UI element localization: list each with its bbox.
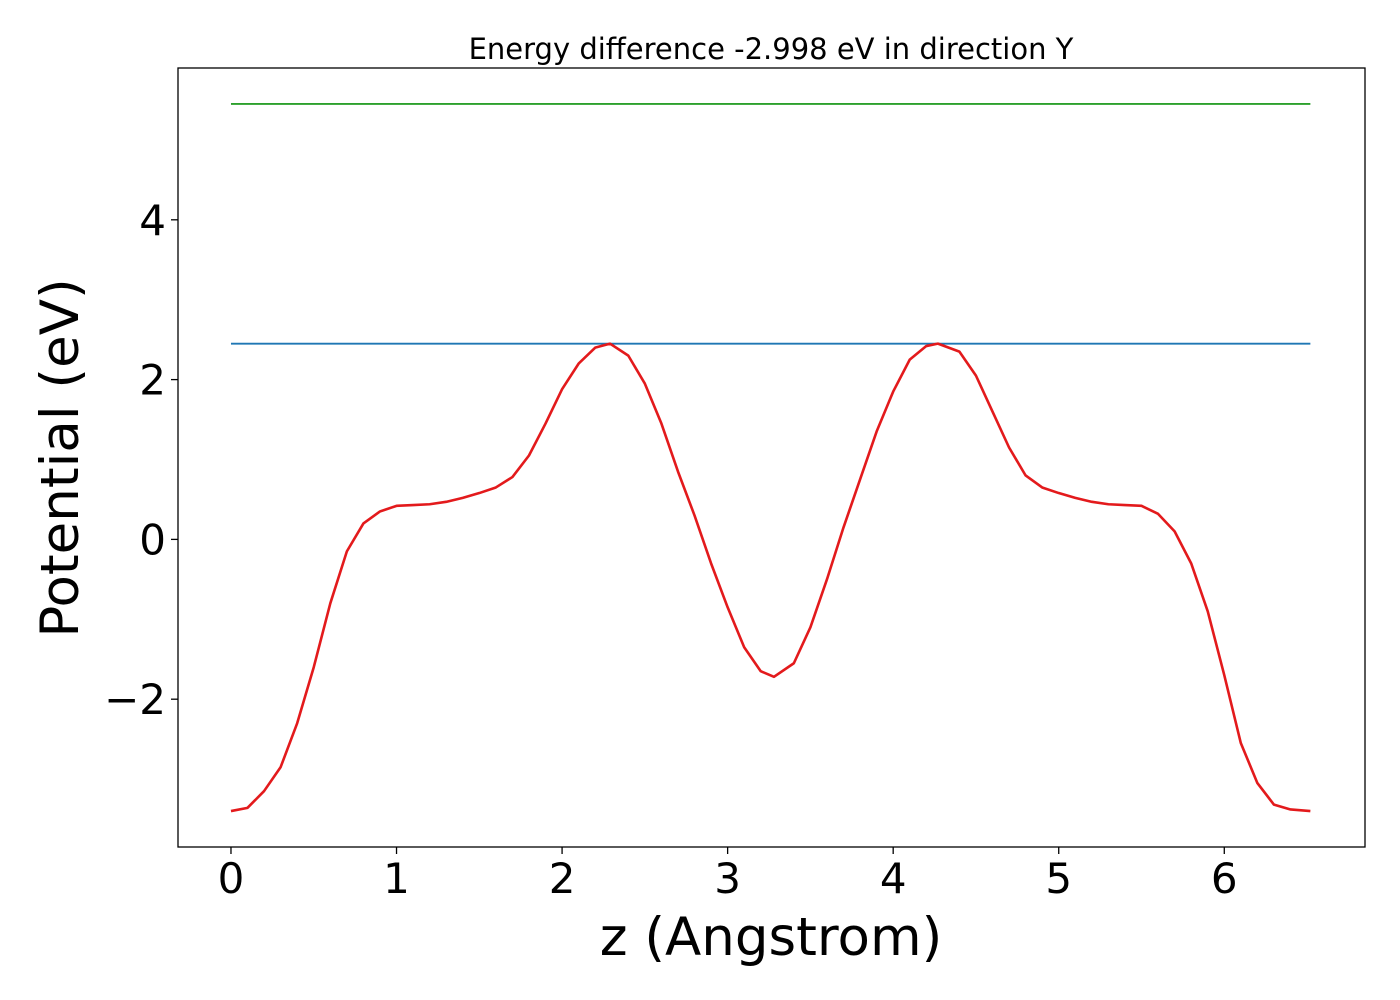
x-tick-label: 5 bbox=[1045, 854, 1072, 903]
x-tick-label: 0 bbox=[218, 854, 245, 903]
x-tick-label: 6 bbox=[1211, 854, 1238, 903]
plot-area bbox=[230, 103, 1311, 813]
x-tick-label: 3 bbox=[714, 854, 741, 903]
x-axis-label: z (Angstrom) bbox=[600, 907, 943, 968]
x-axis-ticks: 0 1 2 3 4 5 6 bbox=[218, 847, 1238, 903]
x-tick-label: 4 bbox=[880, 854, 907, 903]
series-line-red bbox=[230, 342, 1311, 813]
x-tick-label: 1 bbox=[383, 854, 410, 903]
y-tick-label: 0 bbox=[139, 515, 166, 564]
y-axis-label: Potential (eV) bbox=[30, 278, 91, 637]
y-tick-label: −2 bbox=[104, 675, 166, 724]
y-axis-ticks: −2 0 2 4 bbox=[104, 196, 178, 724]
axes-frame bbox=[177, 67, 1366, 848]
x-tick-label: 2 bbox=[549, 854, 576, 903]
y-tick-label: 4 bbox=[139, 196, 166, 245]
y-tick-label: 2 bbox=[139, 356, 166, 405]
chart-title: Energy difference -2.998 eV in direction… bbox=[469, 32, 1074, 66]
